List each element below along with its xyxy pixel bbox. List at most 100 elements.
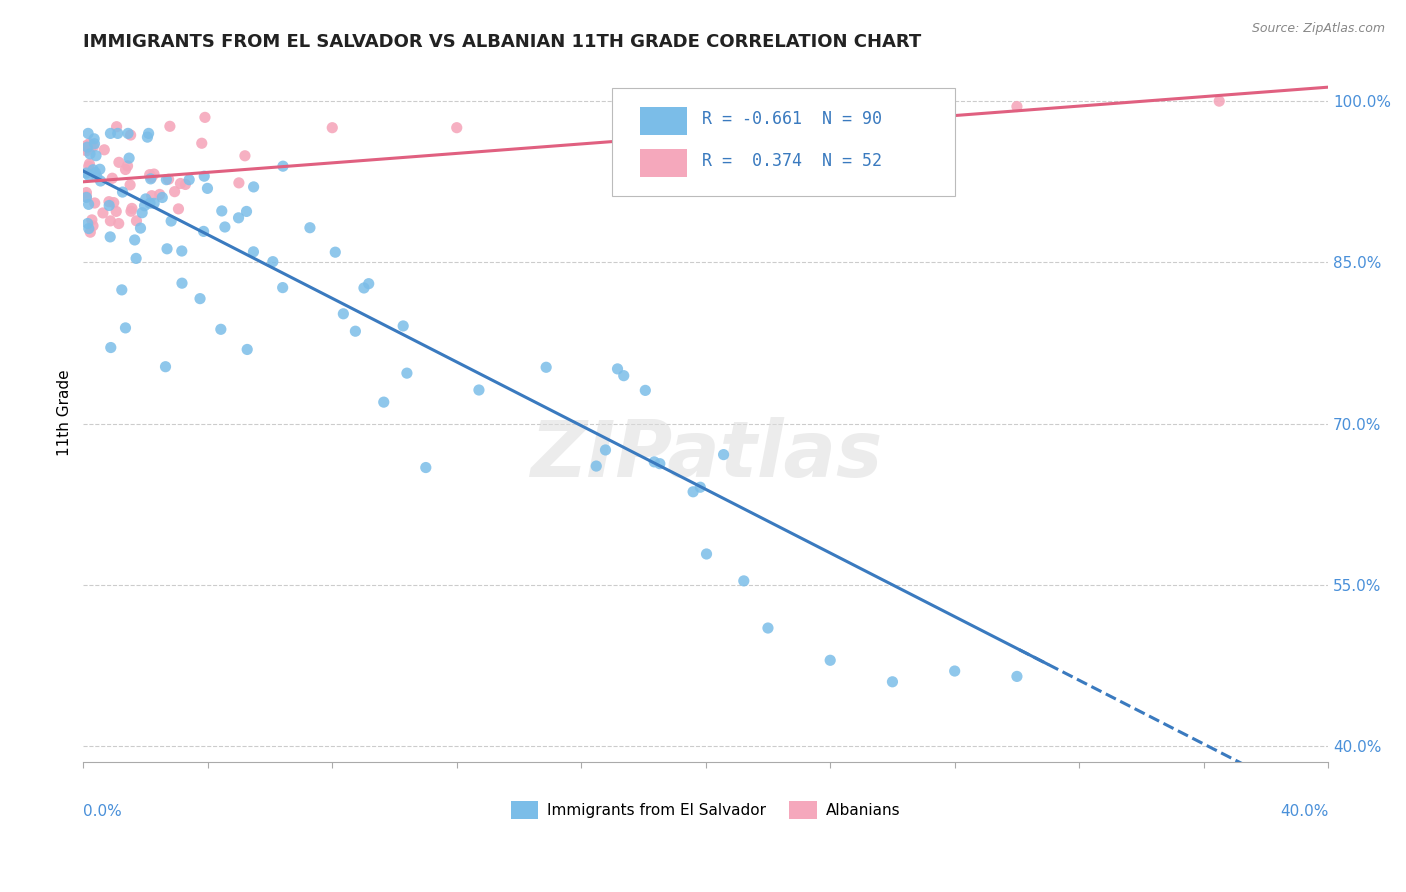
- Point: [84, 166, 107, 180]
- Point: [160, 214, 183, 228]
- Point: [80, 139, 103, 153]
- Point: [143, 167, 166, 181]
- Point: [298, 220, 321, 235]
- Point: [595, 442, 617, 457]
- Point: [353, 281, 375, 295]
- Point: [135, 192, 157, 206]
- Legend: Immigrants from El Salvador, Albanians: Immigrants from El Salvador, Albanians: [505, 795, 907, 825]
- Text: ZIPatlas: ZIPatlas: [530, 417, 882, 493]
- Point: [321, 120, 343, 135]
- Point: [214, 219, 236, 234]
- Point: [169, 177, 191, 191]
- Text: R =  0.374  N = 52: R = 0.374 N = 52: [702, 153, 882, 170]
- Point: [75, 144, 97, 158]
- Point: [84, 149, 107, 163]
- Point: [91, 206, 114, 220]
- Point: [100, 214, 122, 228]
- Point: [190, 136, 212, 151]
- Point: [150, 190, 173, 204]
- Point: [114, 321, 136, 335]
- Point: [75, 166, 97, 180]
- Point: [332, 307, 354, 321]
- Point: [98, 194, 121, 209]
- Point: [163, 185, 186, 199]
- Point: [170, 244, 193, 258]
- Point: [851, 151, 873, 165]
- Point: [155, 359, 177, 374]
- Point: [143, 196, 166, 211]
- Point: [155, 172, 177, 186]
- Point: [114, 162, 136, 177]
- Point: [633, 104, 655, 119]
- Point: [79, 225, 101, 239]
- Point: [101, 171, 124, 186]
- Point: [136, 130, 159, 145]
- Point: [156, 242, 179, 256]
- Point: [236, 343, 259, 357]
- Point: [167, 202, 190, 216]
- Point: [228, 176, 250, 190]
- Point: [344, 324, 367, 338]
- Point: [105, 204, 128, 219]
- Point: [179, 172, 201, 186]
- Point: [643, 455, 665, 469]
- Point: [77, 169, 100, 183]
- Point: [233, 149, 256, 163]
- Point: [139, 196, 162, 211]
- Point: [141, 188, 163, 202]
- Point: [228, 211, 250, 225]
- Point: [77, 221, 100, 235]
- Point: [446, 120, 468, 135]
- Point: [534, 360, 557, 375]
- Point: [120, 178, 142, 192]
- Point: [138, 127, 160, 141]
- Point: [89, 162, 111, 177]
- Point: [77, 159, 100, 173]
- Point: [193, 224, 215, 238]
- Point: [139, 172, 162, 186]
- Point: [82, 139, 104, 153]
- Point: [79, 136, 101, 151]
- FancyBboxPatch shape: [640, 107, 688, 135]
- Text: IMMIGRANTS FROM EL SALVADOR VS ALBANIAN 11TH GRADE CORRELATION CHART: IMMIGRANTS FROM EL SALVADOR VS ALBANIAN …: [83, 33, 921, 51]
- Point: [818, 653, 841, 667]
- Point: [107, 127, 129, 141]
- Point: [357, 277, 380, 291]
- Point: [194, 111, 217, 125]
- Point: [75, 186, 97, 200]
- Point: [395, 366, 418, 380]
- Point: [149, 187, 172, 202]
- Point: [373, 395, 395, 409]
- Point: [75, 190, 97, 204]
- Point: [120, 128, 142, 142]
- Point: [271, 159, 294, 173]
- Point: [111, 283, 134, 297]
- Point: [138, 168, 160, 182]
- Point: [689, 480, 711, 494]
- Point: [756, 621, 779, 635]
- Point: [271, 280, 294, 294]
- Point: [235, 204, 257, 219]
- Point: [103, 195, 125, 210]
- Point: [648, 457, 671, 471]
- Point: [90, 174, 112, 188]
- Point: [1005, 669, 1028, 683]
- Point: [120, 204, 142, 219]
- Text: Source: ZipAtlas.com: Source: ZipAtlas.com: [1251, 22, 1385, 36]
- FancyBboxPatch shape: [613, 88, 955, 196]
- Point: [242, 244, 264, 259]
- Point: [75, 141, 97, 155]
- Point: [134, 199, 156, 213]
- Point: [131, 205, 153, 219]
- Text: R = -0.661  N = 90: R = -0.661 N = 90: [702, 111, 882, 128]
- Point: [157, 172, 180, 186]
- Point: [193, 169, 215, 184]
- Point: [83, 196, 105, 211]
- Point: [79, 157, 101, 171]
- Point: [129, 221, 152, 235]
- Point: [209, 322, 232, 336]
- Text: 0.0%: 0.0%: [83, 805, 122, 820]
- Point: [197, 181, 219, 195]
- Point: [468, 383, 491, 397]
- Point: [82, 219, 104, 233]
